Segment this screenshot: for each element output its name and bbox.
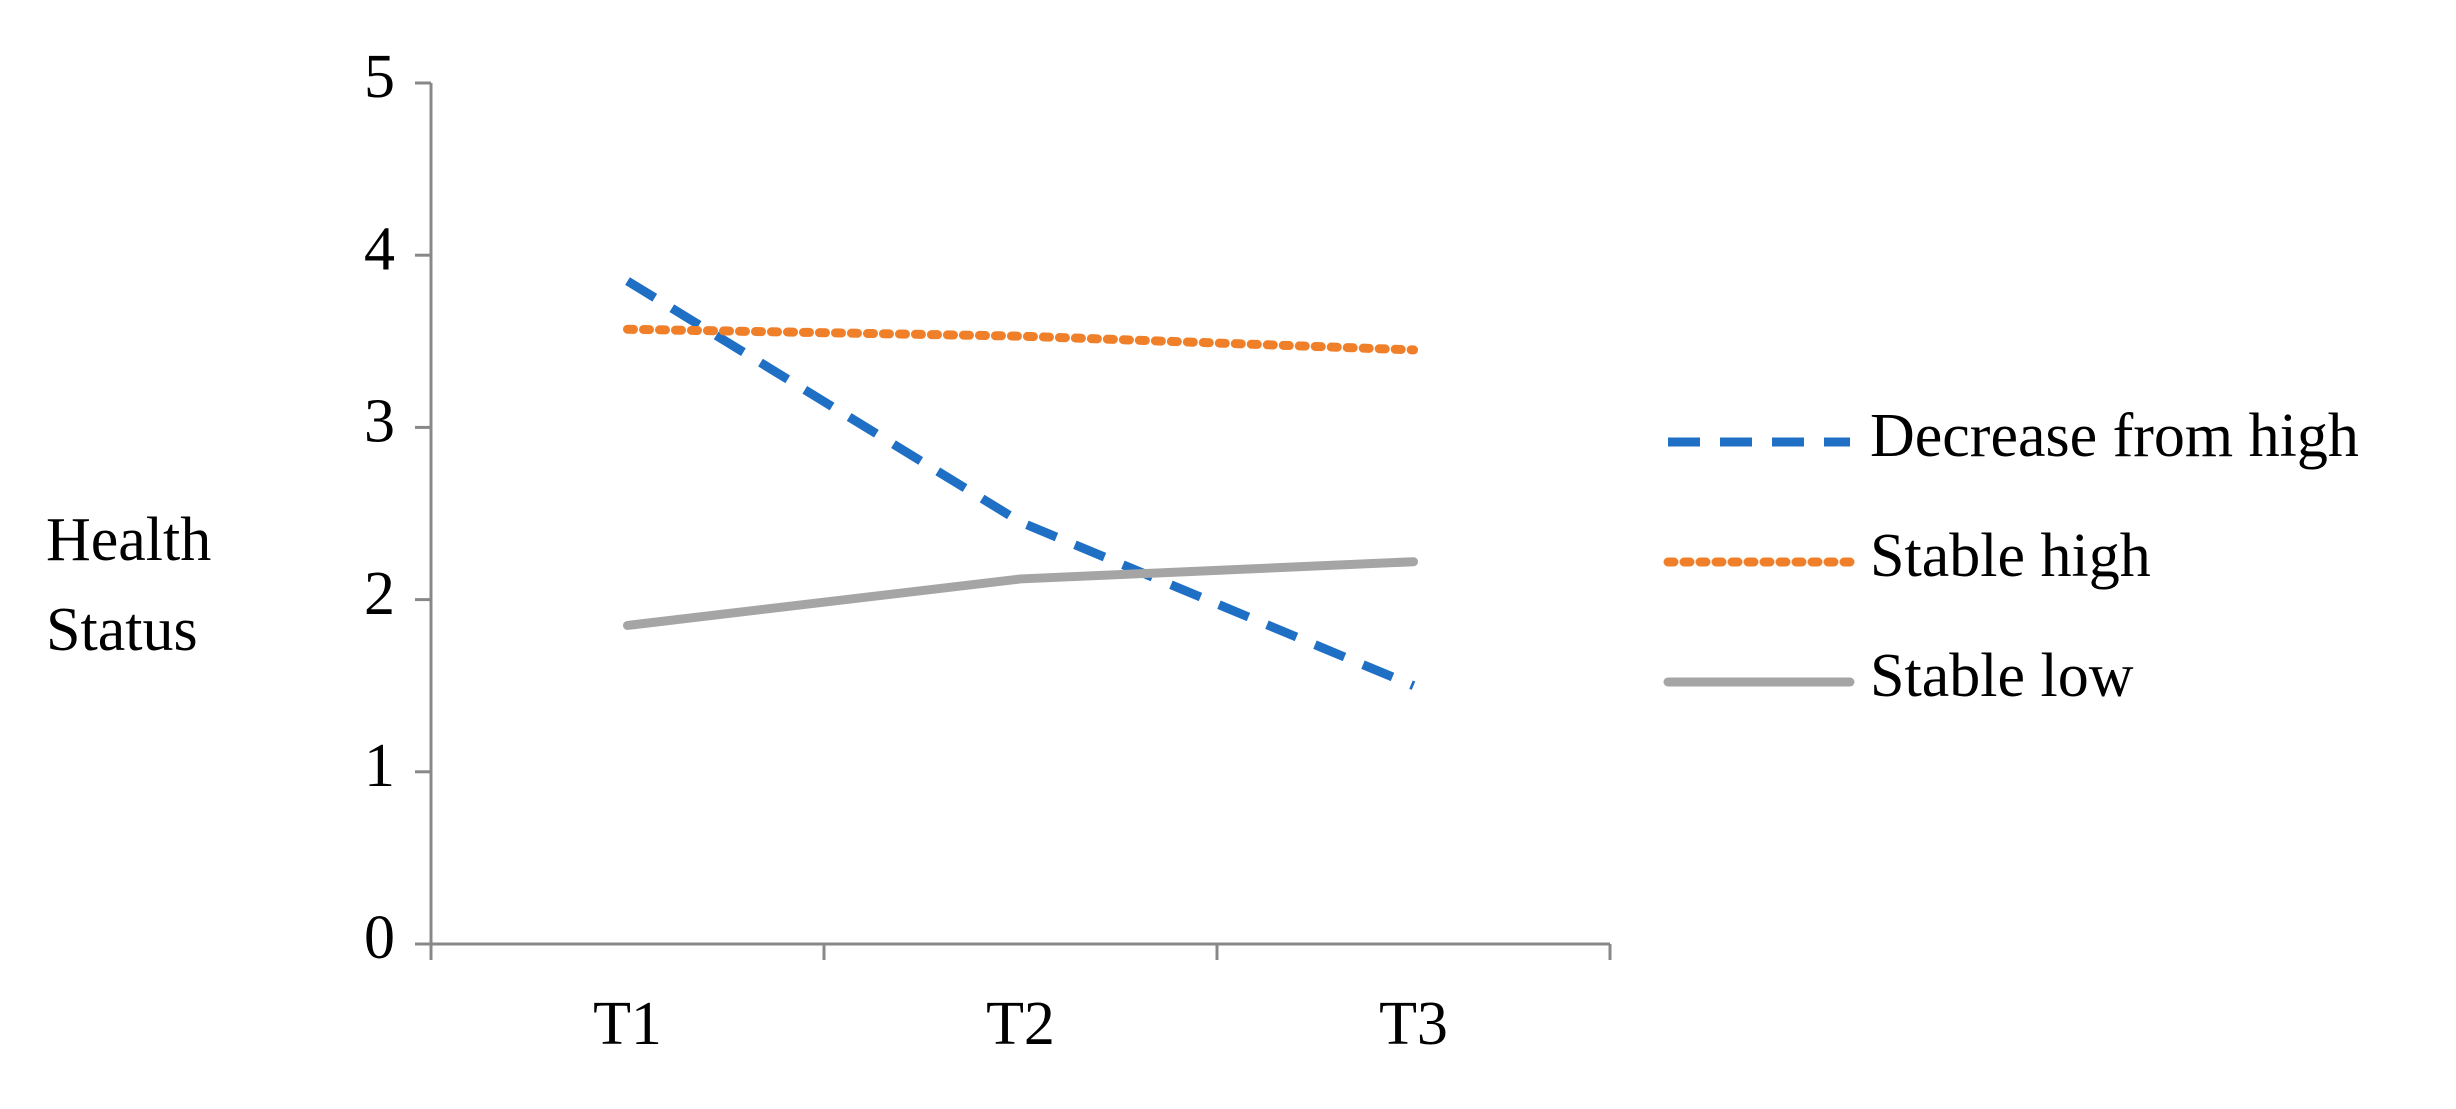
y-axis-label: Health Status [46,506,212,664]
legend-label: Decrease from high [1870,402,2359,470]
data-line [623,324,1418,355]
x-tick-label: T1 [593,990,662,1058]
y-tick-label: 5 [364,43,395,111]
y-tick-label: 3 [364,388,395,456]
y-tick-label: 0 [364,904,395,972]
data-line [623,557,1418,630]
legend-label: Stable low [1870,642,2134,710]
x-tick-label: T2 [986,990,1055,1058]
y-tick-label: 4 [364,215,395,283]
y-tick-label: 1 [364,732,395,800]
data-line [625,277,1416,690]
legend-label: Stable high [1870,522,2151,590]
x-tick-label: T3 [1379,990,1448,1058]
y-tick-label: 2 [364,560,395,628]
